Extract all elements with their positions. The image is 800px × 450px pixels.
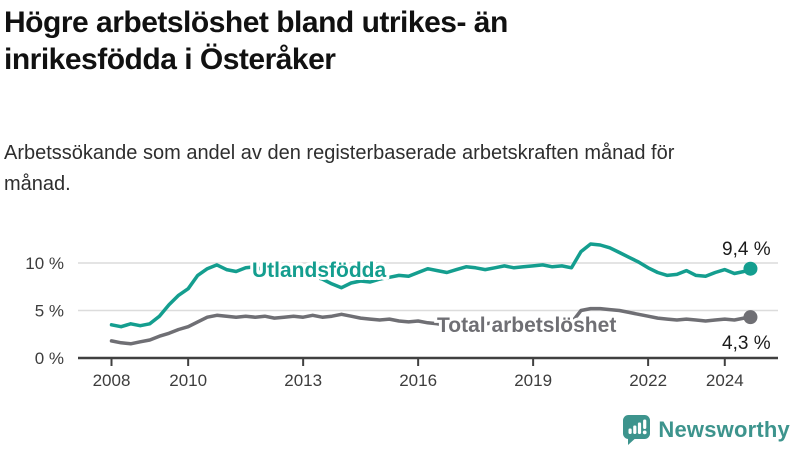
chart-subtitle: Arbetssökande som andel av den registerb… — [4, 142, 675, 195]
chart-title: Högre arbetslöshet bland utrikes- än inr… — [4, 6, 508, 76]
newsworthy-wordmark: Newsworthy — [658, 417, 790, 442]
series-end-dot-1 — [743, 310, 758, 325]
series-end-value-label-1: 4,3 % — [722, 333, 771, 354]
newsworthy-logo: Newsworthy — [622, 414, 790, 446]
line-chart: 0 % 5 % 10 % 2008 2010 2013 2016 2019 2022 2024 Ut… — [25, 239, 778, 390]
y-axis-tick-label: 5 % — [35, 302, 64, 321]
y-axis-tick-label: 0 % — [35, 349, 64, 368]
series-end-dot-0 — [743, 261, 758, 276]
y-axis-tick-label: 10 % — [25, 254, 64, 273]
x-axis-tick-label: 2008 — [93, 371, 131, 390]
series-inline-label-0: Utlandsfödda — [252, 259, 386, 282]
x-axis-tick-label: 2013 — [284, 371, 322, 390]
series-line-1 — [109, 306, 753, 346]
x-axis-tick-label: 2010 — [169, 371, 207, 390]
x-axis-tick-label: 2024 — [706, 371, 744, 390]
series-inline-label-1: Total arbetslöshet — [437, 314, 616, 337]
series-line-0 — [109, 242, 753, 329]
x-axis-tick-label: 2019 — [514, 371, 552, 390]
series-end-value-label-0: 9,4 % — [722, 239, 771, 260]
x-axis-tick-label: 2016 — [399, 371, 437, 390]
x-axis-tick-label: 2022 — [629, 371, 667, 390]
newsworthy-icon — [623, 415, 651, 445]
